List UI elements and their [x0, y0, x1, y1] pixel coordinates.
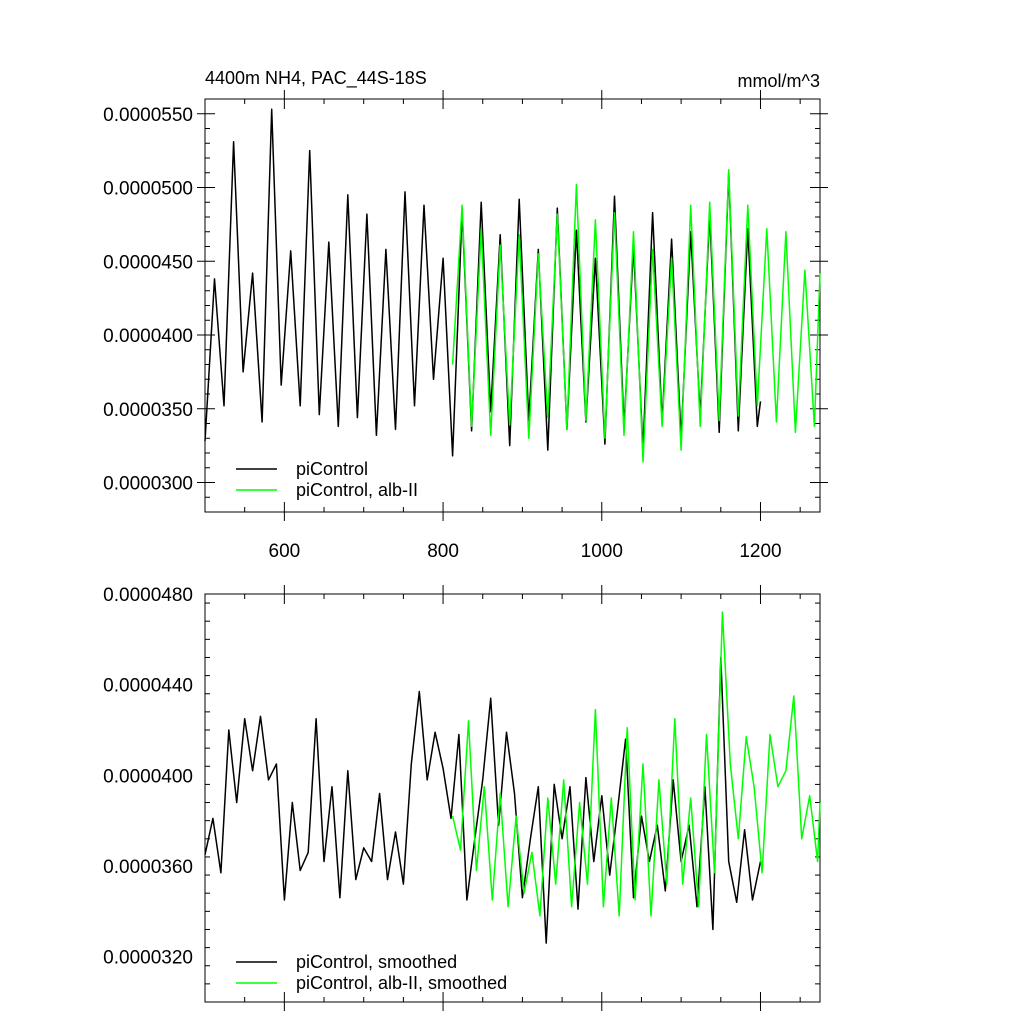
legend-bottom: piControl, smoothed piControl, alb-II, s…: [236, 952, 507, 993]
y-tick-label: 0.0000440: [103, 676, 193, 697]
axis-ticks-bottom: 0.0000320 0.0000360 0.0000400 0.0000440 0.00…: [103, 585, 820, 1011]
legend-label-smoothed: piControl, smoothed: [296, 952, 457, 972]
y-tick-label: 0.0000550: [103, 105, 193, 126]
units-label: mmol/m^3: [738, 71, 820, 91]
x-tick-label: 1000: [581, 541, 623, 562]
chart-title: 4400m NH4, PAC_44S-18S: [205, 68, 427, 89]
y-tick-label: 0.0000400: [103, 326, 193, 347]
series-line-picontrol: [204, 108, 762, 457]
panel-bottom: 0.0000320 0.0000360 0.0000400 0.0000440 0.00…: [103, 585, 821, 1011]
legend-top: piControl piControl, alb-II: [236, 459, 418, 500]
y-tick-label: 0.0000320: [103, 948, 193, 969]
y-tick-label: 0.0000350: [103, 400, 193, 421]
axis-ticks-top: 600 800 1000 1200 0.0000300 0.0000350 0.000040…: [103, 90, 828, 562]
x-tick-label: 800: [427, 541, 459, 562]
series-line-picontrol-alb-ii-smoothed: [451, 611, 821, 917]
y-tick-label: 0.0000400: [103, 766, 193, 787]
series-layer-top: [204, 108, 821, 463]
y-tick-label: 0.0000480: [103, 585, 193, 606]
plot-frame-top: [204, 98, 821, 513]
y-tick-label: 0.0000360: [103, 857, 193, 878]
panel-top: 600 800 1000 1200 0.0000300 0.0000350 0.000040…: [103, 68, 828, 562]
y-tick-label: 0.0000450: [103, 252, 193, 273]
x-tick-label: 1200: [739, 541, 781, 562]
plot-frame-bottom: [204, 593, 821, 1003]
legend-label-alb-ii-smoothed: piControl, alb-II, smoothed: [296, 973, 507, 993]
y-tick-label: 0.0000500: [103, 179, 193, 200]
series-layer-bottom: [204, 611, 821, 944]
legend-label-picontrol: piControl: [296, 459, 368, 479]
series-line-picontrol-alb-ii: [451, 169, 821, 463]
legend-label-alb-ii: piControl, alb-II: [296, 480, 418, 500]
y-tick-label: 0.0000300: [103, 474, 193, 495]
x-tick-label: 600: [269, 541, 301, 562]
